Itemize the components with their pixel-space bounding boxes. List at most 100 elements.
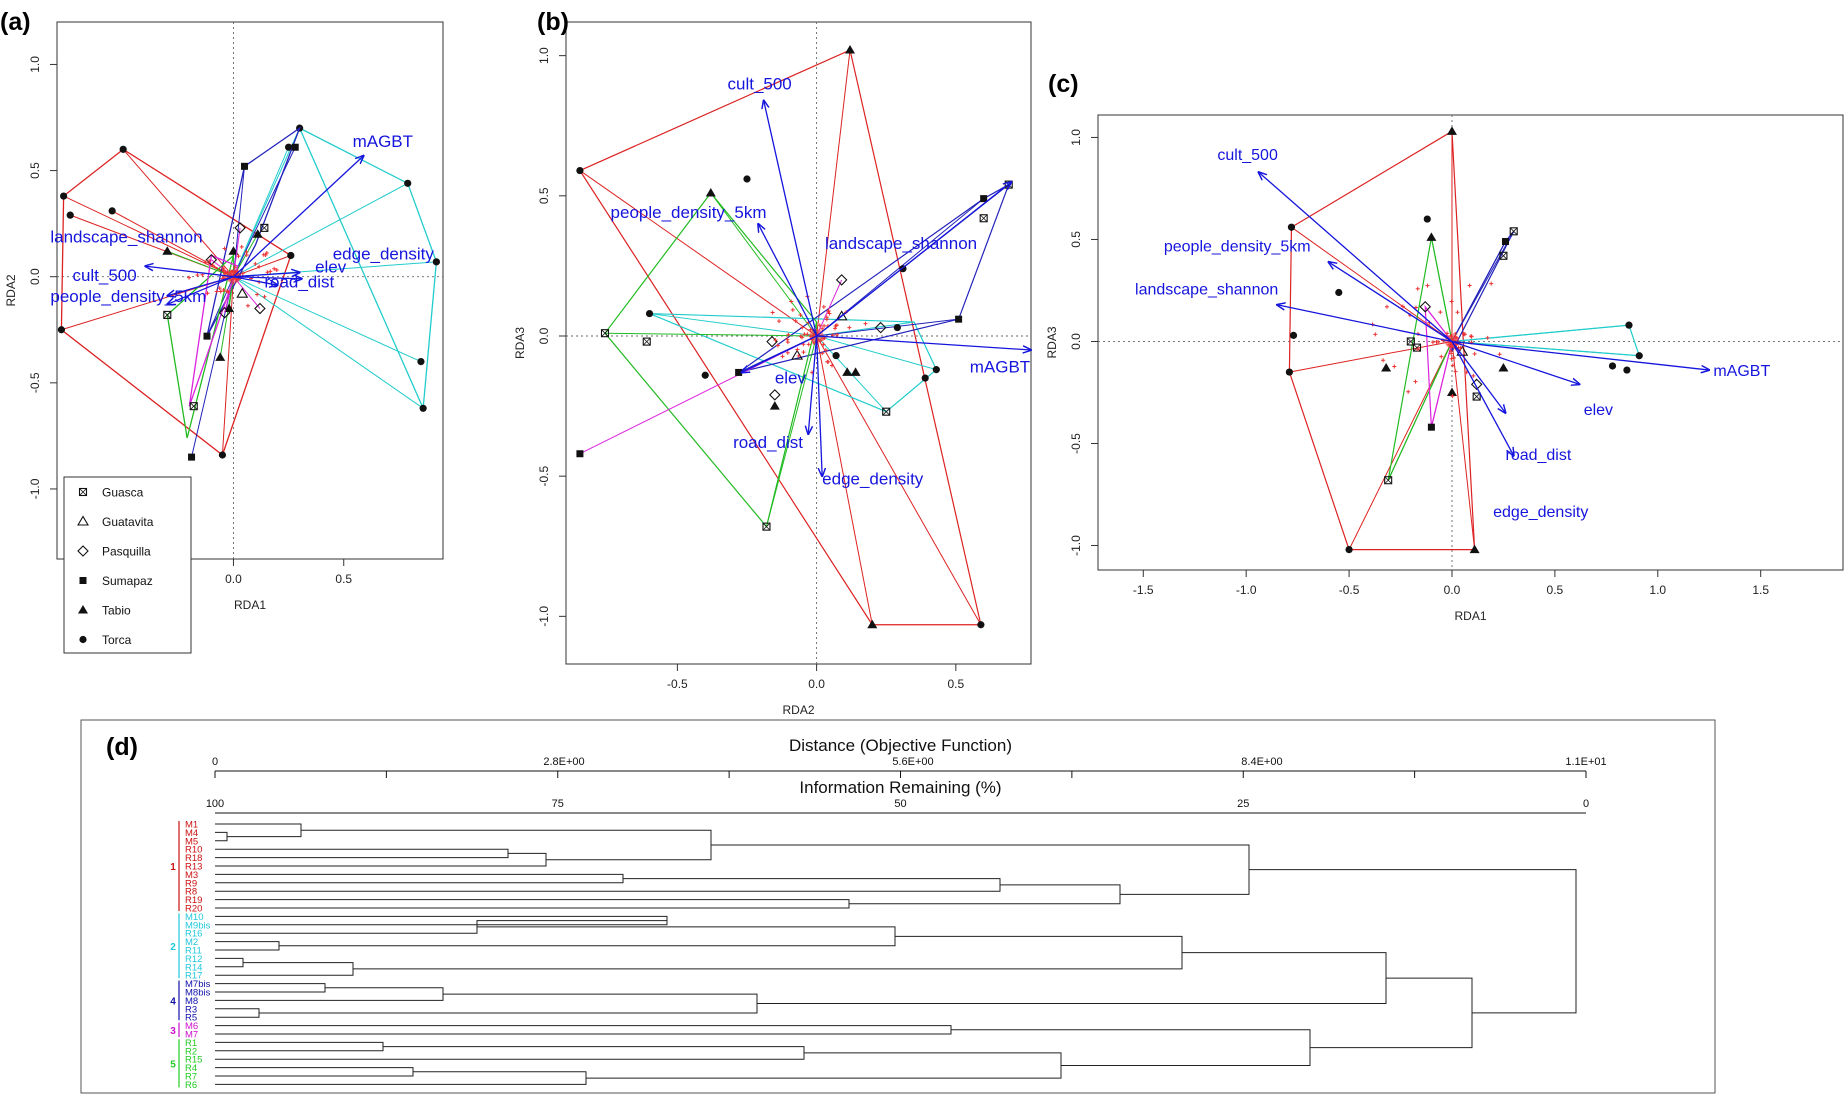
panel-c-species-mark [1472,351,1477,356]
panel-c-site-point [1381,363,1392,372]
panel-a-ytick-label: -1.0 [28,478,42,499]
panel-c-site-point [1423,215,1431,223]
panel-c-ylabel: RDA3 [1045,326,1059,358]
panel-a-species-mark [263,253,268,258]
panel-b-species-mark [790,307,795,312]
panel-a-site-point-box [163,310,172,319]
panel-a-vector-label: road_dist [264,272,334,291]
panel-b-site-point-box [600,329,610,338]
panel-a-species-mark [245,303,250,308]
leaf-label: R18 [185,853,202,864]
legend-label: Pasquilla [102,545,151,559]
panel-b-site-point [893,323,901,332]
panel-c-ytick-label: -0.5 [1069,433,1083,454]
panel-a-spoke [233,276,424,409]
panel-c-site-point-box [1472,392,1481,401]
legend-box [63,476,192,654]
panel-b-vector-label: people_density_5km [611,203,767,222]
panel-c-vector-label: elev [1584,402,1613,419]
panel-a-site-point-cross [260,224,269,232]
leaf-label: R3 [185,1004,197,1015]
dendrogram-link [301,829,712,861]
panel-c-vector-label: cult_500 [1217,147,1278,164]
panel-a-hull-tabio [166,253,235,439]
panel-b-site-point [921,374,929,382]
panel-b-vector-elev [741,335,817,372]
panel-a-species-mark [239,244,244,249]
panel-a-vector-edge_density [233,272,299,278]
panel-c-species-mark [1469,334,1474,339]
panel-b-site-point-cross [882,407,890,416]
panel-b-site-point [850,367,861,376]
panel-b-label: (b) [537,8,569,36]
panel-c-vector-mAGBT [1451,340,1709,370]
panel-b-spoke [649,313,817,337]
dendrogram-link [215,873,624,884]
panel-a: (a)-0.50.00.5-1.0-0.50.00.51.0RDA1RDA2mA… [0,8,444,612]
panel-a-species-mark [236,254,241,259]
panel-b-species-mark [827,311,832,316]
panel-c-vector-label: landscape_shannon [1135,282,1278,299]
dendrogram-link [215,852,547,867]
dendrogram-link [1310,977,1473,1049]
panel-c-spoke [1289,340,1453,373]
legend-symbol [77,515,89,526]
dendrogram-link [215,962,354,976]
panel-a-vector-road_dist [233,276,277,285]
panel-a-label: (a) [0,8,31,36]
panel-a-site-point [419,404,427,412]
dendrogram-link [279,926,896,947]
panel-a-species-mark [221,266,226,271]
leaf-label: M9bis [185,920,211,931]
panel-b-vector-edge_density [815,335,823,476]
panel-b-site-point [769,389,781,401]
panel-a-site-point [119,145,127,153]
panel-c-species-mark [1455,310,1460,315]
panel-b-species-mark [789,299,794,304]
dendrogram-link [711,844,1250,895]
panel-b-species-mark [801,350,806,355]
leaf-label: R2 [185,1046,197,1057]
distance-tick-label: 8.4E+00 [1241,756,1282,768]
panel-a-vector-label: edge_density [333,245,435,264]
panel-b-species-mark [777,319,782,324]
panel-a-site-point [228,246,239,255]
panel-a-site-point-box [189,402,198,411]
panel-b-species-mark [823,348,828,353]
panel-b-hull-sumapaz [738,183,1010,374]
leaf-label: R4 [185,1063,197,1074]
panel-a-site-point [215,352,226,361]
distance-tick-label: 2.8E+00 [543,756,584,768]
panel-d-label: (d) [106,733,138,761]
panel-c-spoke [1430,341,1453,428]
leaf-label: R19 [185,895,202,906]
panel-b-spoke [579,170,817,337]
panel-c-species-mark [1415,347,1420,352]
panel-a-spoke [233,276,422,363]
legend: Guasca Guatavita Pasquilla Sumapaz Tabio Torc… [63,476,192,654]
panel-c-species-mark [1453,369,1458,374]
legend-label: Sumapaz [102,574,153,588]
panel-b-site-point [600,329,610,338]
panel-b-vector-people_density_5km [758,224,818,337]
panel-c-site-point-box [1406,337,1415,346]
panel-c-species-mark [1439,354,1444,359]
leaf-label: R10 [185,845,202,856]
panel-a-spoke [122,149,234,278]
panel-a-vector-label: landscape_shannon [50,228,202,247]
panel-a-site-point [240,162,248,170]
panel-b-species-mark [795,347,800,352]
panel-b-site-point [980,195,988,203]
panel-a-vector-mAGBT [233,156,363,278]
panel-a-xtick-label: 0.0 [225,572,242,586]
panel-b-site-point [576,166,584,175]
leaf-label: R11 [185,946,202,957]
legend-symbol [78,605,88,614]
leaf-label: M1 [185,820,198,831]
panel-c-site-point-box [1499,251,1508,260]
panel-b-vector-label: landscape_shannon [825,234,977,253]
panel-b-vector-cult_500 [764,100,818,337]
panel-c-species-mark [1430,340,1435,345]
panel-a-site-point [417,358,425,366]
panel-b-species-mark [800,335,805,340]
